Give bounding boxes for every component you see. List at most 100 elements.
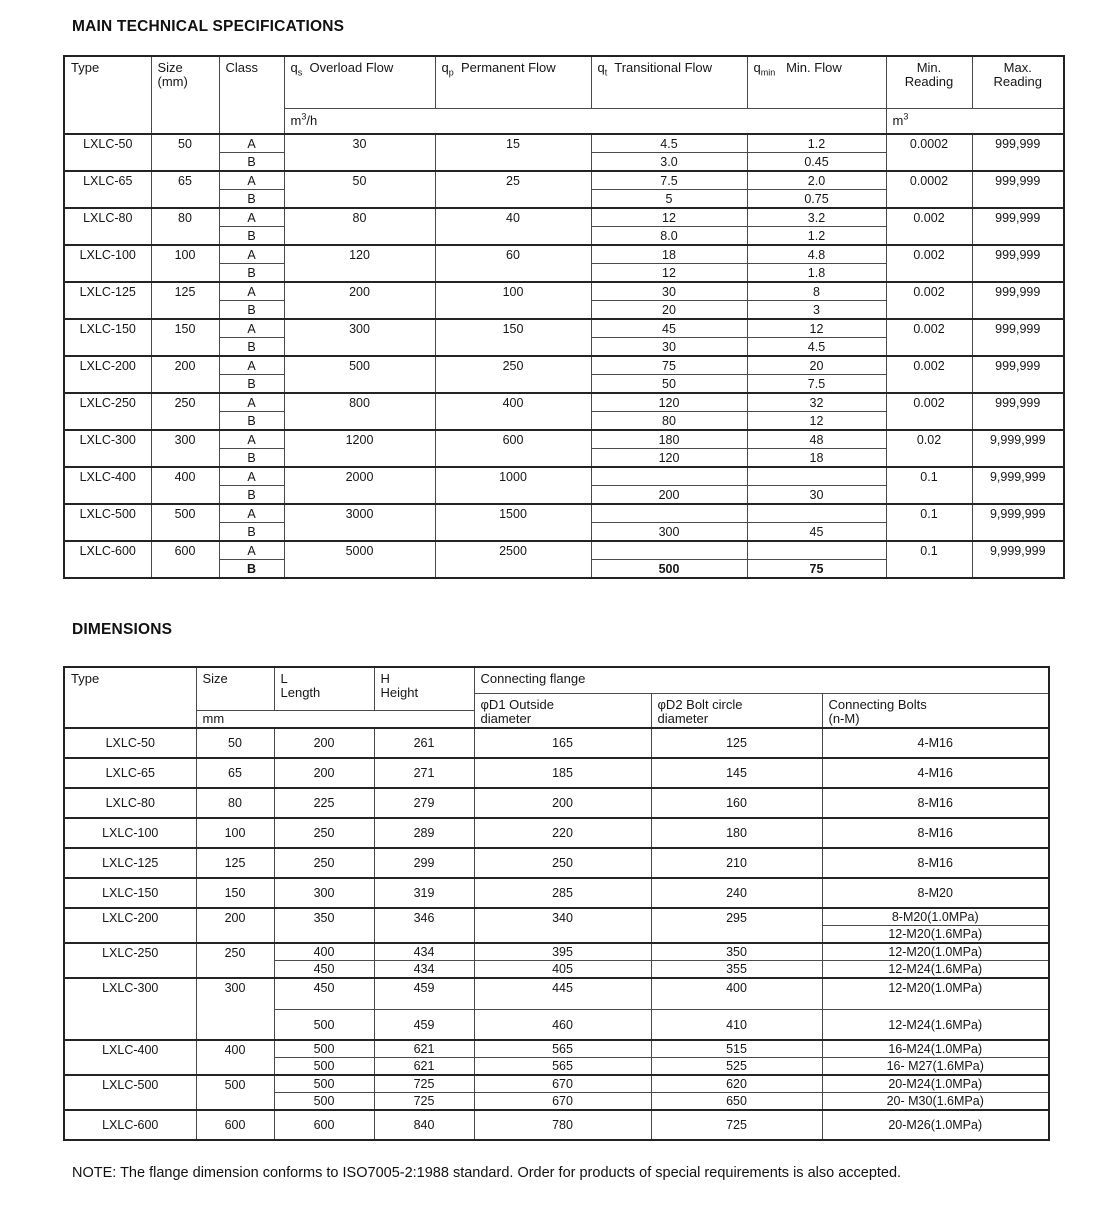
dim-h-cell: 621	[373, 1039, 475, 1058]
spec-qt-cell: 300	[590, 522, 748, 542]
spec-max-reading-cell: 999,999	[971, 355, 1065, 394]
spec-qp-cell: 250	[434, 355, 592, 394]
table-row: B 50 7.5	[64, 374, 1064, 394]
spec-min-reading-cell: 0.002	[885, 318, 973, 357]
dim-h-cell: 319	[373, 877, 475, 909]
table-row: LXLC-150 150 A 300 150 45 12 0.002 999,999	[63, 318, 1065, 357]
dim-d2-cell: 650	[650, 1092, 823, 1111]
spec-class-cell: A	[218, 392, 285, 412]
dim-bolts-cell: 8-M20(1.0MPa)	[821, 907, 1050, 926]
spec-min-reading-cell: 0.0002	[885, 133, 973, 172]
table-row: LXLC-100 100 A 120 60 18 4.8 0.002 999,999	[63, 244, 1065, 283]
spec-col-header-qmin: qmin Min. Flow	[746, 55, 887, 109]
spec-qs-cell: 500	[283, 355, 436, 394]
spec-qt-cell: 120	[590, 392, 748, 412]
spec-qs-cell: 80	[283, 207, 436, 246]
spec-qt-cell: 500	[590, 559, 748, 579]
dim-d1-cell: 285	[473, 877, 652, 909]
spec-qmin-cell: 0.75	[746, 189, 887, 209]
table-row: LXLC-125 125 250 299 250 210 8-M16	[63, 847, 1050, 879]
dim-type-cell: LXLC-125	[63, 847, 197, 879]
spec-class-cell: A	[218, 503, 285, 523]
dim-d2-cell: 350	[650, 942, 823, 961]
spec-size-cell: 50	[150, 133, 220, 172]
spec-qmin-cell: 4.8	[746, 244, 887, 264]
spec-unit-row: m3/h m3	[64, 108, 1065, 135]
dim-col-header-flange: Connecting flange	[473, 666, 1050, 694]
dim-bolts-cell: 20-M24(1.0MPa)	[821, 1074, 1050, 1093]
spec-qt-cell: 180	[590, 429, 748, 449]
table-row: LXLC-400 400 A 2000 1000 0.1 9,999,999	[63, 466, 1065, 505]
dim-h-cell: 434	[373, 960, 475, 979]
dim-size-cell: 500	[195, 1074, 275, 1111]
table-row: LXLC-125 125 A 200 100 30 8 0.002 999,999	[63, 281, 1065, 320]
table-row: LXLC-500 500 A 3000 1500 0.1 9,999,999	[63, 503, 1065, 542]
dim-l-cell: 250	[273, 847, 375, 879]
spec-qmin-cell: 12	[746, 411, 887, 431]
spec-qt-cell	[590, 466, 748, 486]
table-row: B 12 1.8	[64, 263, 1064, 283]
dim-l-cell: 500	[273, 1039, 375, 1058]
spec-type-cell: LXLC-80	[63, 207, 152, 246]
dim-d1-cell: 250	[473, 847, 652, 879]
dim-d1-cell: 185	[473, 757, 652, 789]
dim-d2-cell: 125	[650, 727, 823, 759]
spec-qmin-cell: 4.5	[746, 337, 887, 357]
spec-type-cell: LXLC-200	[63, 355, 152, 394]
spec-size-cell: 400	[150, 466, 220, 505]
dim-d1-cell: 460	[473, 1009, 652, 1041]
table-row: B 120 18	[64, 448, 1064, 468]
spec-size-cell: 65	[150, 170, 220, 209]
table-row: B 20 3	[64, 300, 1064, 320]
dim-l-cell: 300	[273, 877, 375, 909]
dim-bolts-cell: 8-M20	[821, 877, 1050, 909]
dim-l-cell: 200	[273, 727, 375, 759]
dim-l-cell: 500	[273, 1074, 375, 1093]
spec-qs-cell: 1200	[283, 429, 436, 468]
reading-unit-label: m3	[885, 108, 1065, 135]
dim-size-cell: 150	[195, 877, 275, 909]
dim-h-cell: 840	[373, 1109, 475, 1141]
spec-qp-cell: 1500	[434, 503, 592, 542]
dimensions-table: Type Size L Length H Height Connecting f…	[63, 666, 1050, 1141]
document-page: MAIN TECHNICAL SPECIFICATIONS Type Size …	[63, 18, 1065, 1181]
dim-h-cell: 299	[373, 847, 475, 879]
dim-l-cell: 500	[273, 1092, 375, 1111]
dim-h-cell: 279	[373, 787, 475, 819]
spec-qp-cell: 60	[434, 244, 592, 283]
dim-size-cell: 50	[195, 727, 275, 759]
dim-d2-cell: 620	[650, 1074, 823, 1093]
spec-section-title: MAIN TECHNICAL SPECIFICATIONS	[72, 18, 345, 35]
spec-col-header-type: Type	[63, 55, 152, 135]
spec-class-cell: B	[218, 485, 285, 505]
spec-class-cell: B	[218, 263, 285, 283]
spec-qs-cell: 2000	[283, 466, 436, 505]
dim-unit-label: mm	[195, 710, 475, 729]
spec-max-reading-cell: 999,999	[971, 318, 1065, 357]
dim-d2-cell: 400	[650, 977, 823, 1010]
spec-qmin-cell: 45	[746, 522, 887, 542]
dim-d1-cell: 200	[473, 787, 652, 819]
table-row: LXLC-500 500 500 725 670 620 20-M24(1.0MPa)	[63, 1074, 1050, 1111]
spec-qt-cell: 80	[590, 411, 748, 431]
dim-d2-cell: 410	[650, 1009, 823, 1041]
dim-d2-cell: 240	[650, 877, 823, 909]
dim-type-cell: LXLC-65	[63, 757, 197, 789]
spec-max-reading-cell: 999,999	[971, 207, 1065, 246]
dim-bolts-cell: 16- M27(1.6MPa)	[821, 1057, 1050, 1076]
spec-min-reading-cell: 0.1	[885, 540, 973, 579]
spec-qmin-cell	[746, 540, 887, 560]
spec-max-reading-cell: 9,999,999	[971, 503, 1065, 542]
note-text: NOTE: The flange dimension conforms to I…	[72, 1165, 902, 1181]
spec-qp-cell: 100	[434, 281, 592, 320]
dim-type-cell: LXLC-100	[63, 817, 197, 849]
dim-type-cell: LXLC-500	[63, 1074, 197, 1111]
spec-class-cell: A	[218, 133, 285, 153]
spec-max-reading-cell: 999,999	[971, 133, 1065, 172]
spec-col-header-qs: qs Overload Flow	[283, 55, 436, 109]
spec-col-header-min-reading: Min. Reading	[885, 55, 973, 109]
dim-h-cell: 725	[373, 1074, 475, 1093]
spec-qt-cell: 20	[590, 300, 748, 320]
flow-unit-label: m3/h	[283, 108, 887, 135]
dim-l-cell: 250	[273, 817, 375, 849]
